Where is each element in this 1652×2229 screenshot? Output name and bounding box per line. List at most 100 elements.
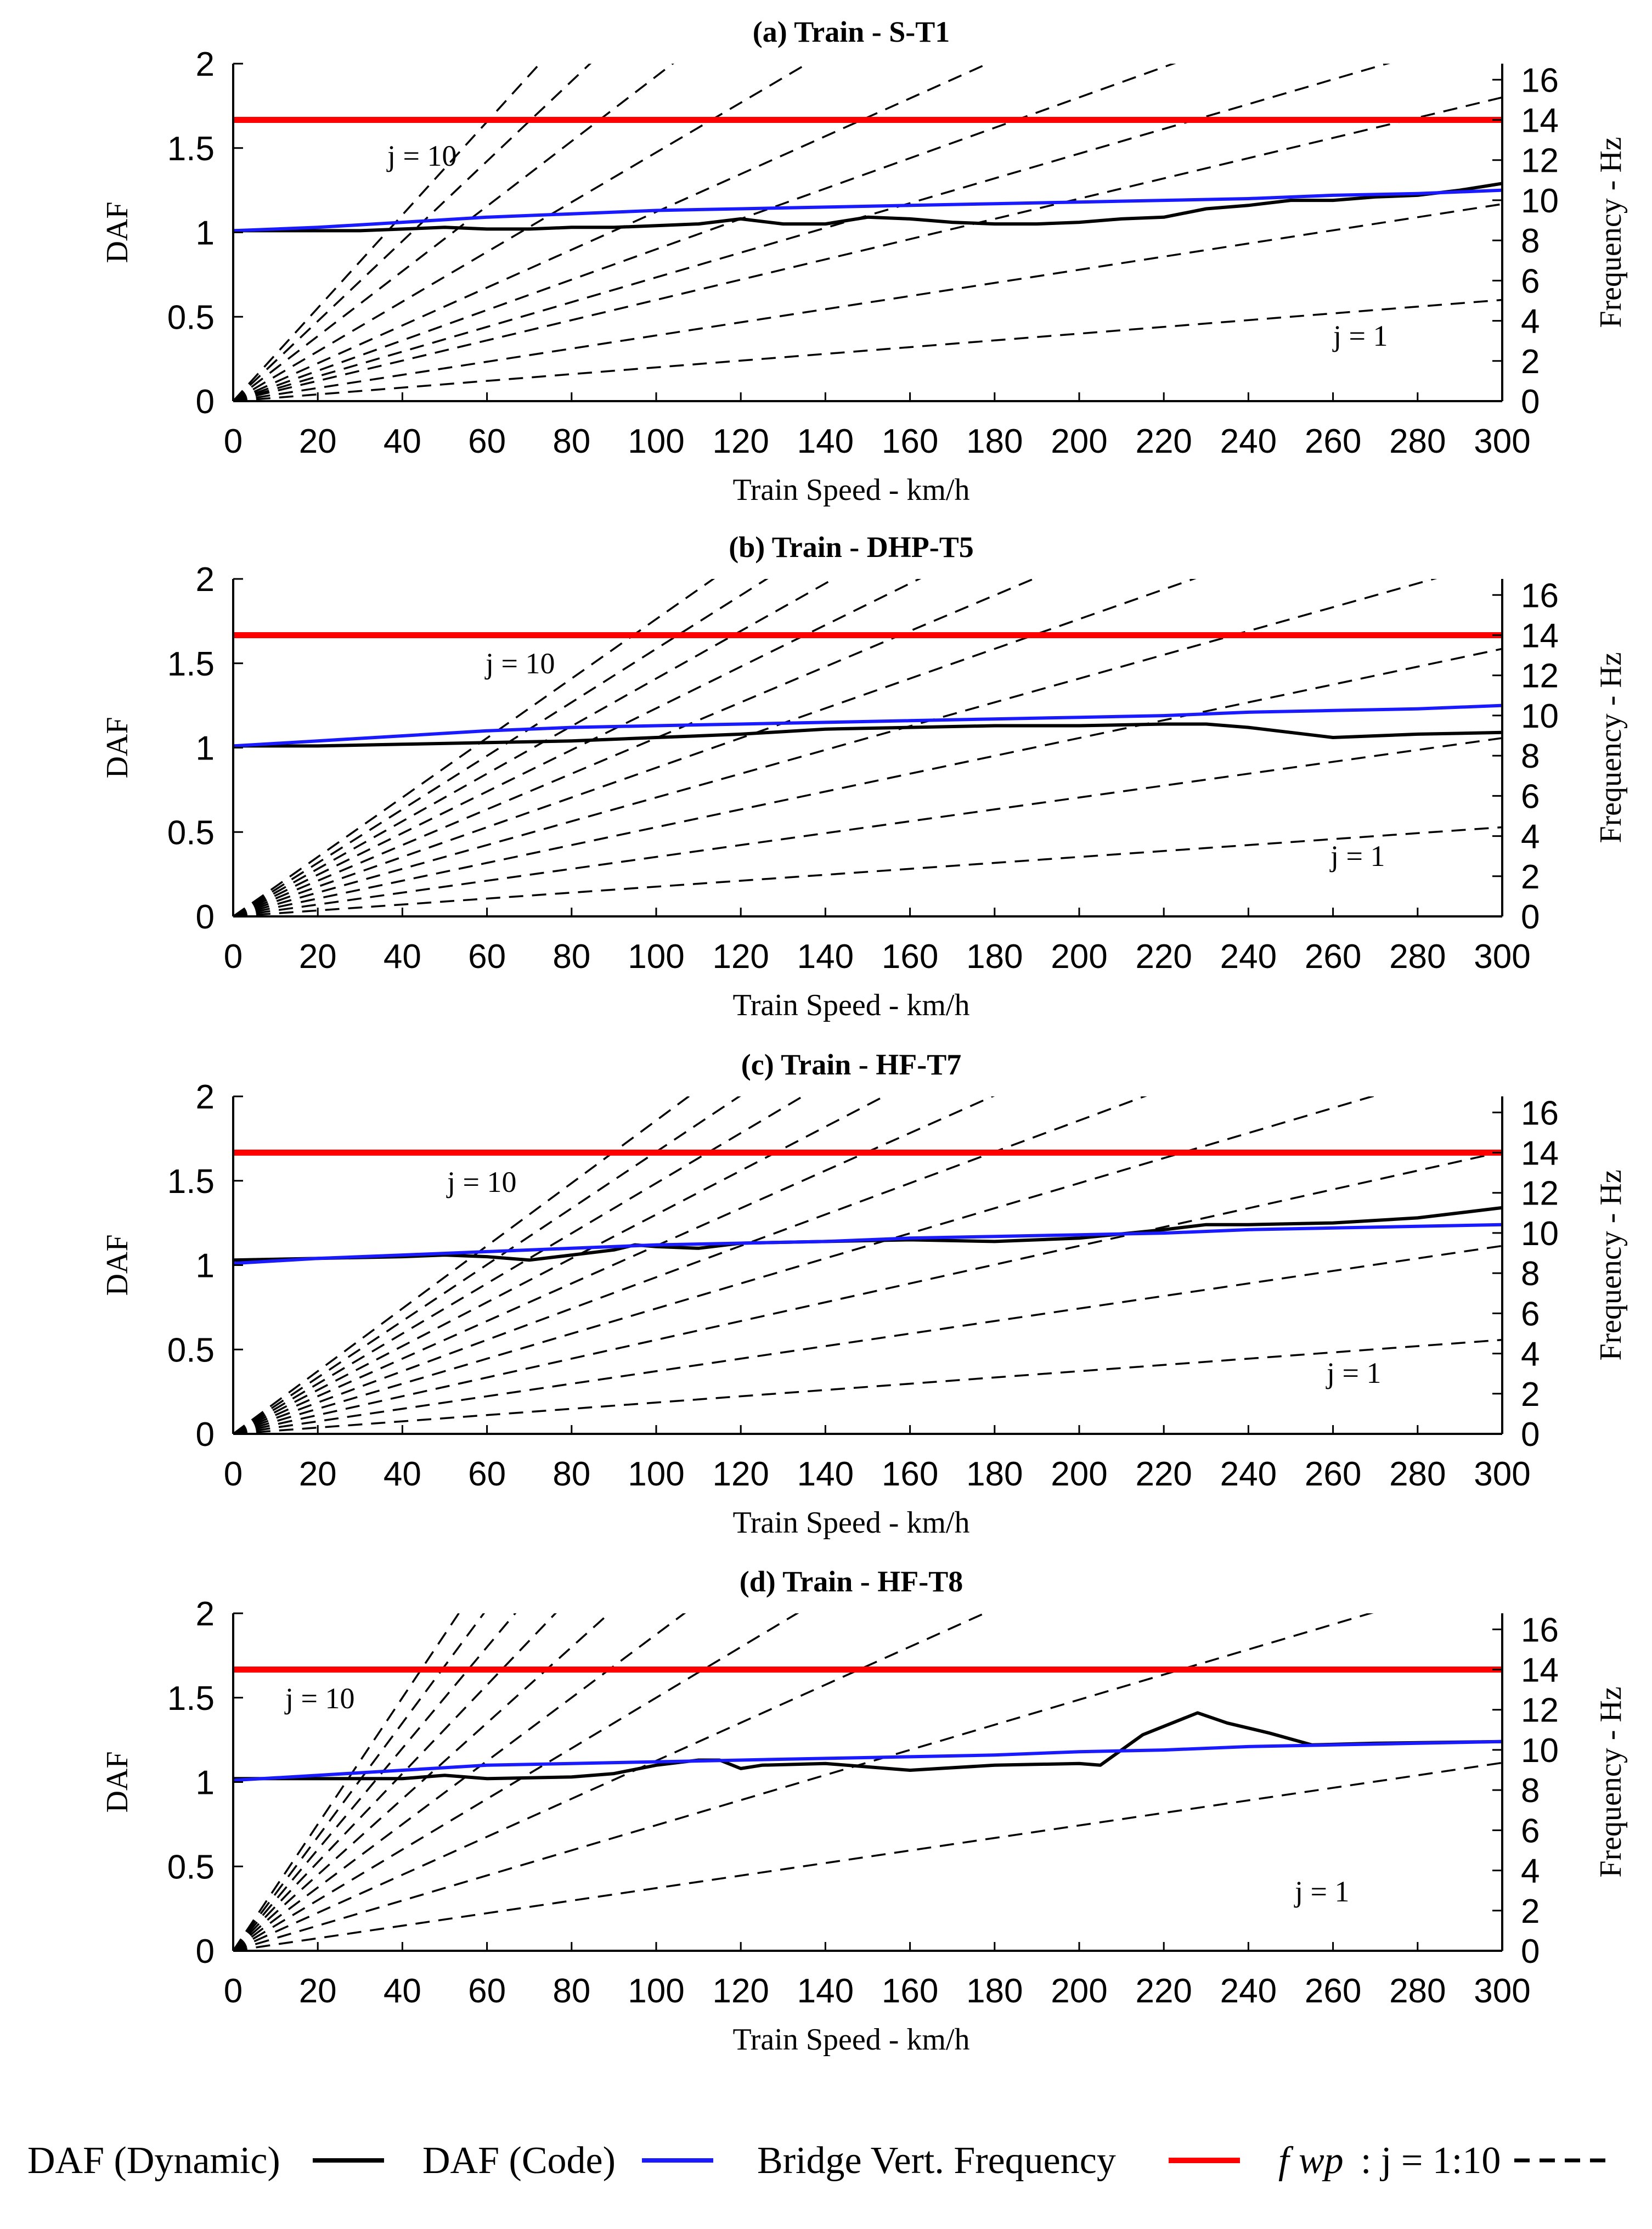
chart-title: (d) Train - HF-T8 [740,1565,963,1598]
y2-tick-label: 16 [1521,61,1559,99]
x-tick-label: 280 [1389,1455,1446,1493]
x-tick-label: 180 [966,1455,1023,1493]
x-tick-label: 300 [1474,1455,1530,1493]
x-tick-label: 40 [384,1972,421,2010]
x-tick-label: 280 [1389,423,1446,460]
x-tick-label: 20 [299,1455,337,1493]
y2-tick-label: 16 [1521,1611,1559,1649]
x-tick-label: 220 [1135,1972,1192,2010]
y2-tick-label: 6 [1521,262,1540,300]
x-tick-label: 60 [468,938,506,976]
y2-tick-label: 4 [1521,303,1540,341]
x-tick-label: 200 [1051,938,1107,976]
y2-axis-label: Frequency - Hz [1594,1686,1628,1877]
legend-daf-dynamic-label: DAF (Dynamic) [27,2140,280,2182]
x-tick-label: 60 [468,1455,506,1493]
y-tick-label: 0.5 [167,1848,215,1886]
x-tick-label: 220 [1135,938,1192,976]
x-tick-label: 120 [712,1972,769,2010]
x-tick-label: 0 [224,423,243,460]
y-tick-label: 1 [196,215,215,252]
chart-panel-0: 0 20 40 60 80 100 120 140 160 180 200 220 240 260 280 3… [100,15,1628,507]
y2-tick-label: 2 [1521,343,1540,381]
daf-dynamic-series [233,722,1502,748]
x-tick-label: 260 [1305,1972,1361,2010]
daf-dynamic-series [233,182,1502,233]
fwp-line-j1 [233,299,1502,401]
plot-area [233,64,1502,401]
y2-tick-label: 0 [1521,1416,1540,1454]
fwp-line-j10 [233,1096,691,1434]
y2-axis-label: Frequency - Hz [1594,652,1628,843]
x-tick-label: 140 [797,423,854,460]
y2-tick-label: 8 [1521,222,1540,260]
y-tick-label: 0 [196,898,215,936]
y-tick-label: 0.5 [167,299,215,336]
y-tick-label: 1.5 [167,1163,215,1201]
x-tick-label: 20 [299,1972,337,2010]
x-tick-label: 160 [882,1972,938,2010]
y2-tick-label: 10 [1521,697,1559,735]
fwp-line-j6 [233,579,1036,916]
x-tick-label: 80 [552,1455,590,1493]
x-tick-label: 240 [1220,1972,1277,2010]
fwp-line-j3 [233,1151,1502,1434]
x-axis-label: Train Speed - km/h [733,1506,970,1540]
x-tick-label: 120 [712,938,769,976]
j-top-label: j = 10 [446,1166,516,1198]
x-tick-label: 300 [1474,423,1530,460]
y2-tick-label: 12 [1521,142,1559,180]
x-tick-label: 180 [966,423,1023,460]
y2-tick-label: 10 [1521,1732,1559,1770]
x-axis-label: Train Speed - km/h [733,988,970,1022]
fwp-line-j5 [233,1096,1147,1434]
x-tick-label: 280 [1389,1972,1446,2010]
y2-tick-label: 4 [1521,1336,1540,1374]
x-tick-label: 100 [628,1972,684,2010]
y2-tick-label: 12 [1521,657,1559,695]
x-tick-label: 0 [224,1455,243,1493]
y2-tick-label: 0 [1521,898,1540,936]
fwp-line-j3 [233,96,1502,401]
fwp-line-j7 [233,1613,557,1951]
x-tick-label: 60 [468,1972,506,2010]
j-bottom-label: j = 1 [1294,1875,1349,1908]
y2-tick-label: 2 [1521,858,1540,896]
y-axis-label: DAF [100,717,134,778]
x-tick-label: 100 [628,938,684,976]
daf-dynamic-series [233,1711,1502,1781]
y2-tick-label: 12 [1521,1692,1559,1730]
legend-daf-code-label: DAF (Code) [422,2140,616,2182]
y-tick-label: 2 [196,1078,215,1116]
y2-tick-label: 6 [1521,1812,1540,1850]
y-tick-label: 2 [196,1595,215,1633]
j-bottom-label: j = 1 [1329,840,1385,873]
y-tick-label: 1.5 [167,645,215,683]
daf-code-series [233,188,1502,233]
fwp-line-j10 [233,1613,460,1951]
x-tick-label: 60 [468,423,506,460]
x-tick-label: 0 [224,938,243,976]
x-tick-label: 240 [1220,1455,1277,1493]
fwp-line-j4 [233,579,1437,916]
x-tick-label: 220 [1135,1455,1192,1493]
x-axis-label: Train Speed - km/h [733,2023,970,2057]
y-tick-label: 1.5 [167,130,215,168]
x-tick-label: 20 [299,423,337,460]
y-tick-label: 1 [196,730,215,768]
y2-tick-label: 8 [1521,1255,1540,1293]
y2-tick-label: 6 [1521,1295,1540,1333]
x-tick-label: 40 [384,423,421,460]
y2-tick-label: 2 [1521,1893,1540,1930]
x-tick-label: 200 [1051,1972,1107,2010]
legend-fwp-prefix: f wp [1278,2140,1344,2182]
x-tick-label: 0 [224,1972,243,2010]
fwp-line-j5 [233,579,1197,916]
y2-tick-label: 14 [1521,102,1559,140]
x-tick-label: 200 [1051,1455,1107,1493]
x-tick-label: 140 [797,1972,854,2010]
fwp-line-j2 [233,203,1502,401]
x-tick-label: 80 [552,423,590,460]
fwp-line-j3 [233,648,1502,916]
y-tick-label: 0.5 [167,1331,215,1369]
